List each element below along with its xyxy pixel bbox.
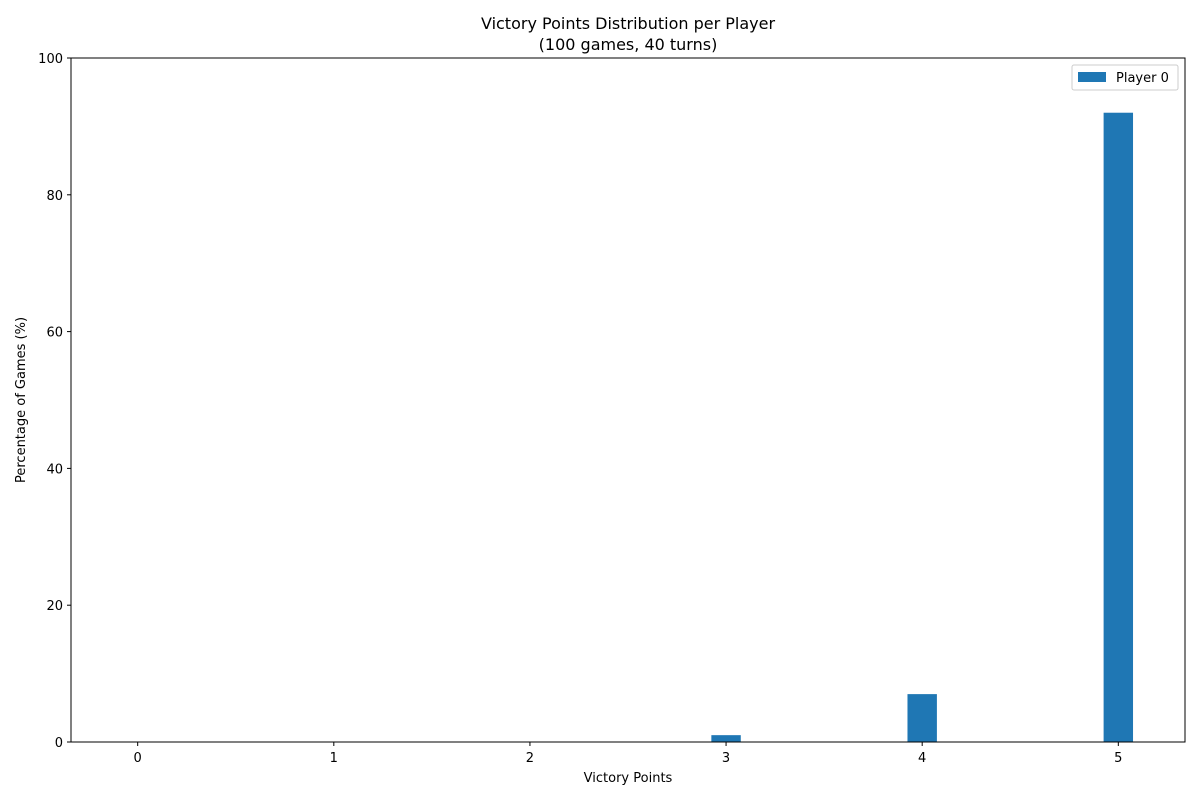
x-tick-label: 2 [526,751,534,766]
y-tick-label: 0 [55,736,63,751]
legend-swatch [1078,72,1106,82]
bar-3 [711,735,741,742]
x-tick-label: 3 [722,751,730,766]
y-tick-label: 80 [46,189,63,204]
y-tick-label: 40 [46,462,63,477]
x-tick-label: 1 [330,751,338,766]
y-tick-label: 20 [46,599,63,614]
y-tick-label: 60 [46,326,63,341]
plot-frame [70,57,1186,743]
x-tick-label: 5 [1114,751,1122,766]
bars-layer [711,112,1134,743]
x-tick-label: 0 [134,751,142,766]
legend-box [1071,64,1179,91]
chart-title: Victory Points Distribution per Player [481,14,775,33]
bar-4 [907,694,937,742]
y-axis-label: Percentage of Games (%) [14,317,29,483]
bar-5 [1103,112,1134,743]
legend-label-player-0: Player 0 [1116,71,1169,86]
x-axis-ticks: 0 1 2 3 4 5 [134,742,1122,766]
y-tick-label: 100 [38,52,63,67]
x-tick-label: 4 [918,751,926,766]
legend: Player 0 [1071,64,1179,91]
x-axis-label: Victory Points [584,771,673,786]
chart-subtitle: (100 games, 40 turns) [539,35,718,54]
y-axis-ticks: 0 20 40 60 80 100 [38,52,71,751]
